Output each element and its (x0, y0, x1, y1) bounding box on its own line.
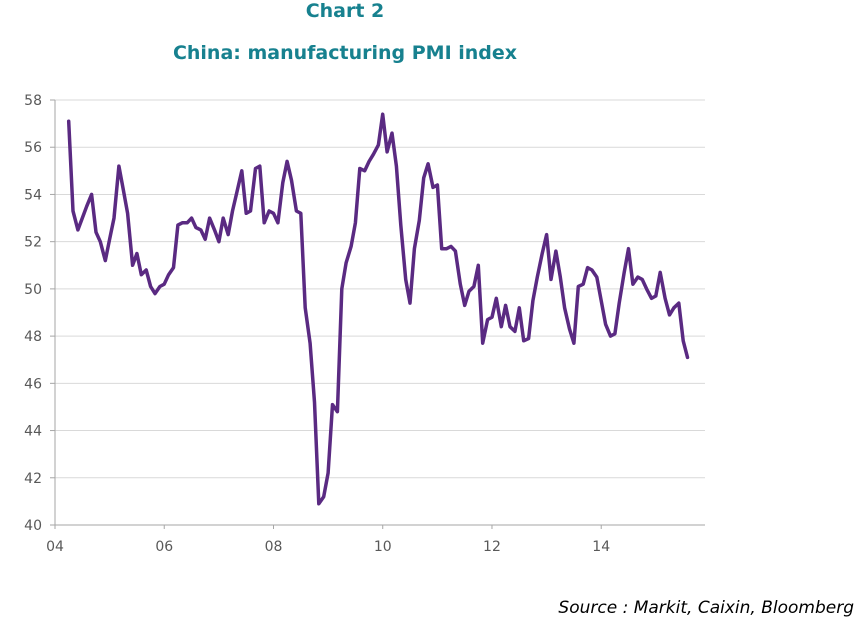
y-tick-label-48: 48 (24, 329, 42, 345)
y-tick-label-52: 52 (24, 235, 42, 251)
pmi-series-line (66, 112, 690, 506)
x-tick-label-08: 08 (265, 539, 283, 555)
axes (50, 99, 705, 529)
y-tick-label-42: 42 (24, 471, 42, 487)
x-tick-label-14: 14 (592, 539, 610, 555)
chart-number: Chart 2 (305, 0, 385, 22)
y-tick-label-58: 58 (24, 93, 42, 109)
x-tick-label-04: 04 (46, 539, 64, 555)
series-layer (66, 112, 690, 506)
chart-title: China: manufacturing PMI index (172, 42, 518, 64)
y-tick-label-56: 56 (24, 140, 42, 156)
y-tick-label-50: 50 (24, 282, 42, 298)
x-tick-label-10: 10 (374, 539, 392, 555)
y-tick-label-44: 44 (24, 424, 42, 440)
x-tick-label-06: 06 (155, 539, 173, 555)
y-tick-label-40: 40 (24, 518, 42, 534)
y-tick-label-46: 46 (24, 376, 42, 392)
tick-labels: 40 42 44 46 48 50 52 54 56 58 04 06 08 10 12 14 (24, 93, 610, 555)
y-tick-label-54: 54 (24, 187, 42, 203)
source-note: Source : Markit, Caixin, Bloomberg (558, 598, 854, 618)
grid-lines (55, 99, 705, 479)
x-tick-label-12: 12 (483, 539, 501, 555)
